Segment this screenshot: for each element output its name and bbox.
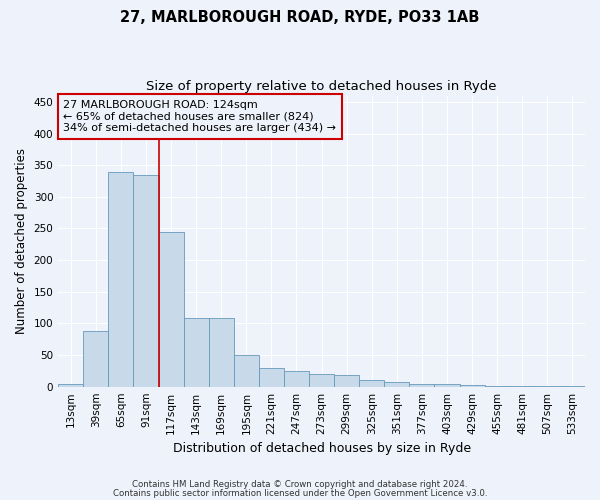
Bar — [385, 382, 409, 386]
Bar — [434, 384, 460, 386]
Bar — [234, 355, 259, 386]
Text: Contains public sector information licensed under the Open Government Licence v3: Contains public sector information licen… — [113, 490, 487, 498]
Bar — [409, 384, 434, 386]
Bar — [158, 232, 184, 386]
Bar — [109, 172, 133, 386]
Bar — [309, 374, 334, 386]
Y-axis label: Number of detached properties: Number of detached properties — [15, 148, 28, 334]
Bar — [359, 380, 385, 386]
Bar — [334, 376, 359, 386]
Title: Size of property relative to detached houses in Ryde: Size of property relative to detached ho… — [146, 80, 497, 93]
Text: Contains HM Land Registry data © Crown copyright and database right 2024.: Contains HM Land Registry data © Crown c… — [132, 480, 468, 489]
Text: 27 MARLBOROUGH ROAD: 124sqm
← 65% of detached houses are smaller (824)
34% of se: 27 MARLBOROUGH ROAD: 124sqm ← 65% of det… — [64, 100, 337, 133]
Bar — [259, 368, 284, 386]
Bar — [83, 331, 109, 386]
Bar — [58, 384, 83, 386]
Bar — [184, 318, 209, 386]
Text: 27, MARLBOROUGH ROAD, RYDE, PO33 1AB: 27, MARLBOROUGH ROAD, RYDE, PO33 1AB — [121, 10, 479, 25]
X-axis label: Distribution of detached houses by size in Ryde: Distribution of detached houses by size … — [173, 442, 470, 455]
Bar — [209, 318, 234, 386]
Bar — [284, 371, 309, 386]
Bar — [133, 174, 158, 386]
Bar — [460, 385, 485, 386]
